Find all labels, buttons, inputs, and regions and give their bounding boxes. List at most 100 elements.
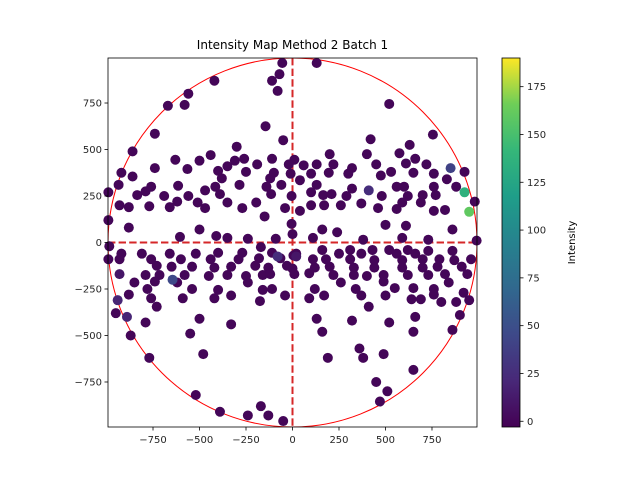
data-point — [408, 326, 419, 337]
data-point — [415, 294, 426, 305]
data-point — [231, 141, 242, 152]
data-point — [311, 313, 322, 324]
data-point — [209, 75, 220, 86]
data-point — [194, 224, 205, 235]
data-point — [466, 254, 477, 265]
data-point — [283, 159, 294, 170]
data-point — [326, 189, 337, 200]
data-point — [451, 297, 462, 308]
data-point — [311, 159, 322, 170]
colorbar-tick-label: 50 — [527, 321, 540, 332]
data-point — [140, 270, 151, 281]
data-point — [280, 203, 291, 214]
data-point — [132, 190, 143, 201]
data-point — [239, 153, 250, 164]
data-point — [402, 244, 413, 255]
x-tick-label: 0 — [289, 435, 295, 446]
data-point — [214, 189, 225, 200]
data-point — [265, 269, 276, 280]
data-point — [430, 190, 441, 201]
data-point — [294, 175, 305, 186]
data-point — [162, 100, 173, 111]
data-point — [194, 155, 205, 166]
data-point — [382, 386, 393, 397]
data-point — [386, 166, 397, 177]
data-point — [440, 204, 451, 215]
data-point — [237, 203, 248, 214]
data-point — [222, 232, 233, 243]
data-point — [374, 396, 385, 407]
data-point — [443, 277, 454, 288]
y-axis: −750 −500 −250 0 250 500 750 — [75, 99, 108, 388]
data-point — [323, 167, 334, 178]
data-point — [361, 149, 372, 160]
data-point — [175, 254, 186, 265]
data-point — [428, 289, 439, 300]
data-point — [294, 205, 305, 216]
data-point — [190, 248, 201, 259]
data-point — [328, 159, 339, 170]
chart-title: Intensity Map Method 2 Batch 1 — [197, 38, 388, 52]
data-point — [400, 158, 411, 169]
data-point — [205, 254, 216, 265]
data-point — [417, 254, 428, 265]
data-point — [408, 364, 419, 375]
x-tick-label: 250 — [329, 435, 348, 446]
data-point — [203, 270, 214, 281]
data-point — [151, 260, 162, 271]
data-point — [276, 179, 287, 190]
data-point — [306, 168, 317, 179]
data-point — [369, 262, 380, 273]
data-point — [164, 248, 175, 259]
data-point — [307, 232, 318, 243]
data-point — [151, 301, 162, 312]
data-point — [317, 244, 328, 255]
data-point — [285, 168, 296, 179]
data-point — [415, 197, 426, 208]
data-point — [242, 277, 253, 288]
y-tick-label: 750 — [83, 99, 102, 110]
data-point — [113, 179, 124, 190]
data-point — [309, 283, 320, 294]
data-point — [397, 255, 408, 266]
colorbar-frame — [501, 57, 521, 428]
data-point — [121, 311, 132, 322]
colorbar-tick-label: 75 — [527, 273, 540, 284]
data-point — [391, 181, 402, 192]
data-point — [104, 241, 115, 252]
data-point — [436, 297, 447, 308]
data-point — [380, 219, 391, 230]
data-point — [222, 161, 233, 172]
data-point — [265, 173, 276, 184]
data-point — [144, 201, 155, 212]
data-point — [242, 410, 253, 421]
data-point — [347, 315, 358, 326]
data-point — [229, 155, 240, 166]
data-point — [356, 198, 367, 209]
data-point — [440, 269, 451, 280]
data-point — [192, 197, 203, 208]
data-point — [254, 253, 265, 264]
data-point — [213, 165, 224, 176]
data-point — [410, 311, 421, 322]
data-point — [209, 293, 220, 304]
data-point — [322, 352, 333, 363]
data-point — [333, 248, 344, 259]
data-point — [306, 187, 317, 198]
data-point — [410, 153, 421, 164]
data-point — [270, 233, 281, 244]
data-point — [324, 261, 335, 272]
data-point — [399, 181, 410, 192]
data-point — [187, 261, 198, 272]
data-point — [266, 189, 277, 200]
data-point — [347, 183, 358, 194]
data-point — [226, 290, 237, 301]
data-point — [441, 174, 452, 185]
data-point — [123, 202, 134, 213]
data-point — [200, 185, 211, 196]
data-point — [140, 186, 151, 197]
data-point — [458, 287, 469, 298]
data-point — [127, 146, 138, 157]
data-point — [445, 163, 456, 174]
colorbar-gradient — [502, 58, 520, 427]
